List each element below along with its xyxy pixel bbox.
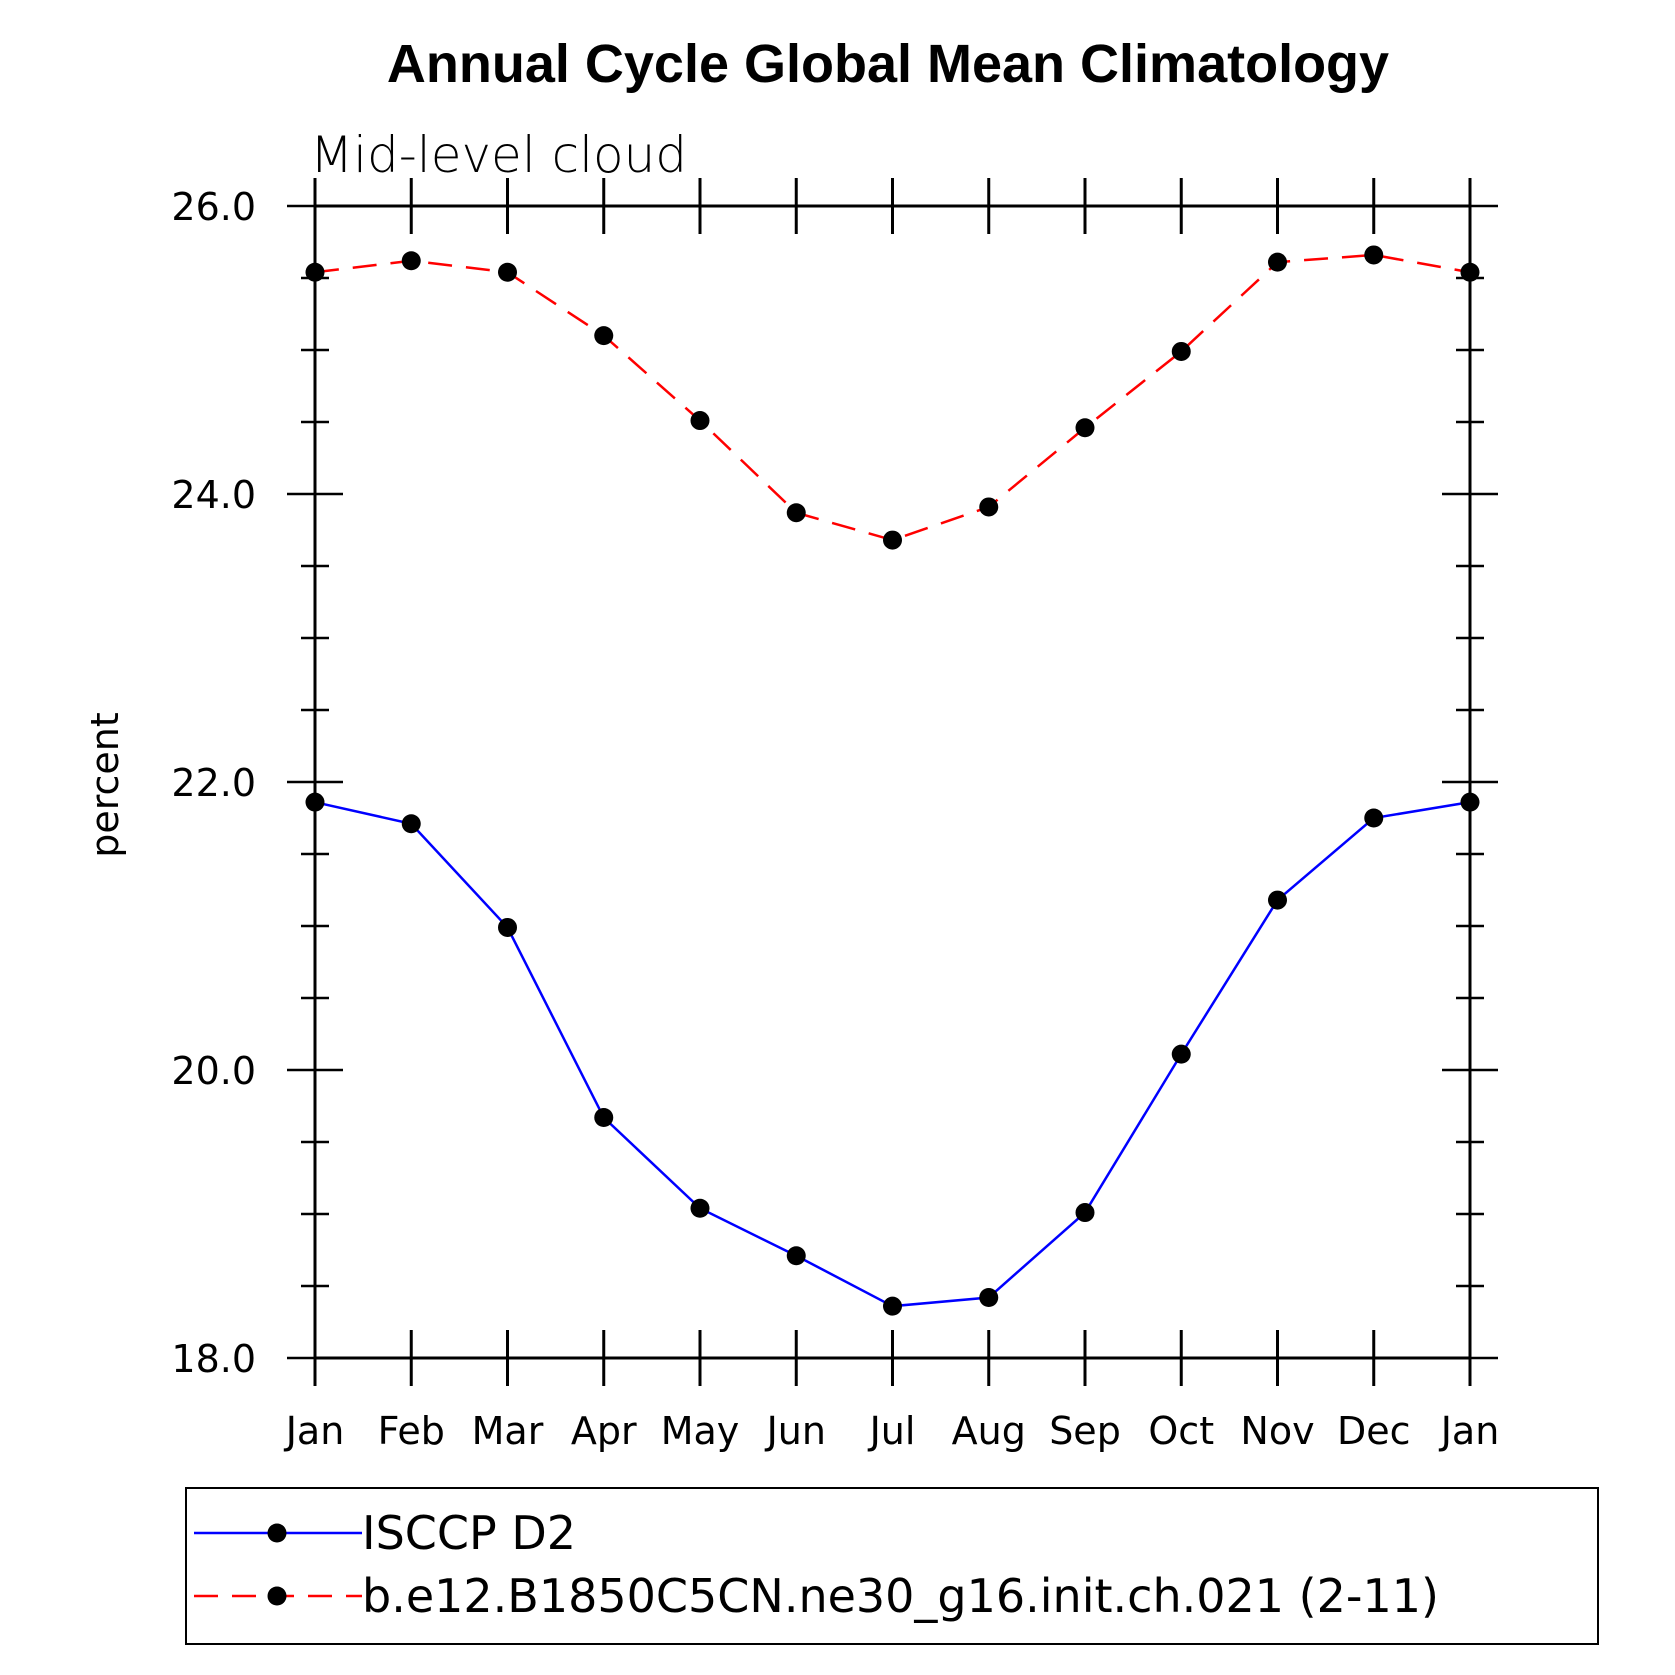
x-tick-label: Sep (1049, 1409, 1121, 1453)
x-tick-label: May (661, 1409, 740, 1453)
series-line (314, 253, 1471, 542)
data-point (690, 1198, 710, 1218)
data-point (1364, 808, 1384, 828)
data-point (1075, 1203, 1095, 1223)
data-point (305, 792, 325, 812)
data-point (305, 262, 325, 282)
series-2 (305, 245, 1480, 550)
x-tick-label: Jul (868, 1409, 916, 1453)
data-point (1268, 252, 1287, 272)
data-point (401, 814, 421, 834)
x-tick-label: Mar (472, 1409, 544, 1453)
data-point (1268, 890, 1287, 910)
data-point (1171, 341, 1191, 361)
legend-items: ISCCP D2 b.e12.B1850C5CN.ne30_g16.init.ch… (194, 1506, 1439, 1623)
x-tick-label: Jun (765, 1409, 826, 1453)
x-tick-label: Dec (1337, 1409, 1411, 1453)
data-point (883, 530, 902, 550)
legend-marker (267, 1523, 287, 1543)
data-point (786, 503, 806, 523)
y-tick-label: 22.0 (171, 761, 256, 805)
legend: ISCCP D2 b.e12.B1850C5CN.ne30_g16.init.ch… (185, 1487, 1599, 1645)
series-layer (305, 245, 1480, 1316)
series-line (314, 800, 1471, 1308)
data-point (1364, 245, 1384, 265)
data-point (883, 1296, 902, 1316)
y-axis-label: percent (83, 712, 127, 858)
axes: Jan Feb Mar Apr May Jun Jul Aug Sep Oct Nov Dec Jan 1… (171, 178, 1499, 1453)
legend-label: b.e12.B1850C5CN.ne30_g16.init.ch.021 (2-… (362, 1569, 1439, 1623)
data-point (1171, 1044, 1191, 1064)
y-tick-label: 18.0 (171, 1337, 256, 1381)
x-tick-label: Oct (1148, 1409, 1214, 1453)
legend-item: ISCCP D2 (194, 1506, 576, 1560)
legend-box (185, 1487, 1599, 1645)
y-tick-label: 24.0 (171, 473, 256, 517)
data-point (979, 497, 999, 517)
x-tick-label: Feb (378, 1409, 445, 1453)
data-point (979, 1288, 999, 1308)
data-point (498, 262, 517, 282)
legend-label: ISCCP D2 (362, 1506, 576, 1560)
data-point (786, 1246, 806, 1266)
x-tick-label: Jan (1439, 1409, 1500, 1453)
legend-marker (267, 1586, 287, 1606)
data-point (1460, 262, 1480, 282)
chart-title: Annual Cycle Global Mean Climatology (387, 34, 1389, 94)
data-point (1460, 792, 1480, 812)
x-tick-label: Apr (571, 1409, 637, 1453)
x-tick-label: Aug (952, 1409, 1026, 1453)
y-tick-label: 20.0 (171, 1049, 256, 1093)
data-point (690, 411, 710, 431)
plot-frame (313, 204, 1472, 1360)
x-tick-label: Nov (1240, 1409, 1314, 1453)
data-point (594, 326, 614, 346)
data-point (1075, 418, 1095, 438)
data-point (498, 917, 517, 937)
series-1 (305, 792, 1480, 1316)
data-point (594, 1108, 614, 1128)
x-tick-label: Jan (284, 1409, 345, 1453)
chart-subtitle: Mid-level cloud (310, 126, 687, 184)
y-tick-label: 26.0 (171, 185, 256, 229)
data-point (401, 251, 421, 271)
legend-item: b.e12.B1850C5CN.ne30_g16.init.ch.021 (2-… (194, 1569, 1439, 1623)
